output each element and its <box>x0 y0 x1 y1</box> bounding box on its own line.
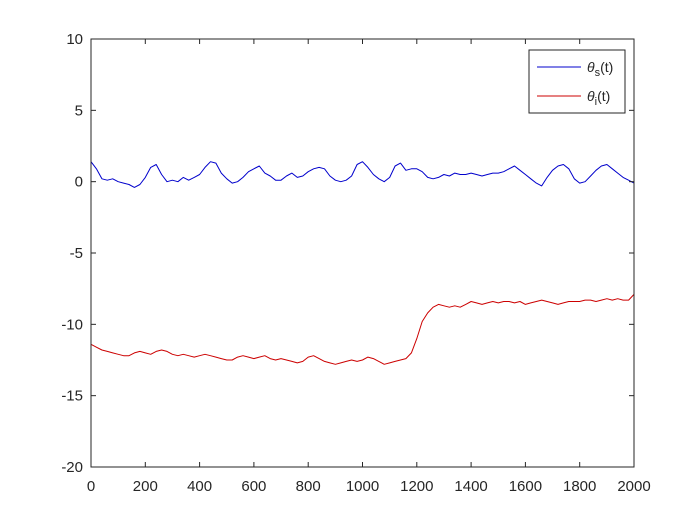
y-axis: 10 5 0 -5 -10 -15 -20 <box>61 31 634 476</box>
x-tick-label: 1200 <box>400 478 433 495</box>
legend-argument: (t) <box>597 88 610 104</box>
legend-symbol: θ <box>587 88 595 104</box>
x-tick-label: 400 <box>187 478 212 495</box>
y-tick-label: -15 <box>61 388 83 405</box>
legend-subscript: i <box>595 96 597 108</box>
y-tick-label: 10 <box>66 31 83 48</box>
x-tick-label: 600 <box>241 478 266 495</box>
legend-label-0: θs(t) <box>587 59 613 79</box>
y-tick-label: -10 <box>61 316 83 333</box>
x-tick-label: 800 <box>296 478 321 495</box>
legend-subscript: s <box>595 67 601 79</box>
series-line-1 <box>90 294 635 365</box>
series-line-0 <box>90 161 635 188</box>
legend-box <box>528 49 626 114</box>
x-tick-label: 200 <box>133 478 158 495</box>
x-axis: 0 200 400 600 800 1000 1200 1400 1600 1800 2000 <box>87 39 651 495</box>
x-tick-label: 0 <box>87 478 95 495</box>
y-tick-label: -20 <box>61 459 83 476</box>
y-tick-label: -5 <box>70 245 83 262</box>
y-tick-label: 5 <box>75 102 83 119</box>
legend: θs(t)θi(t) <box>528 49 626 114</box>
x-tick-label: 1000 <box>346 478 379 495</box>
x-tick-label: 1800 <box>563 478 596 495</box>
y-tick-label: 0 <box>75 174 83 191</box>
legend-label-1: θi(t) <box>587 88 610 108</box>
x-tick-label: 1400 <box>454 478 487 495</box>
x-tick-label: 1600 <box>509 478 542 495</box>
legend-argument: (t) <box>600 59 613 75</box>
series-layer <box>90 161 635 365</box>
x-tick-label: 2000 <box>617 478 650 495</box>
legend-symbol: θ <box>587 59 595 75</box>
